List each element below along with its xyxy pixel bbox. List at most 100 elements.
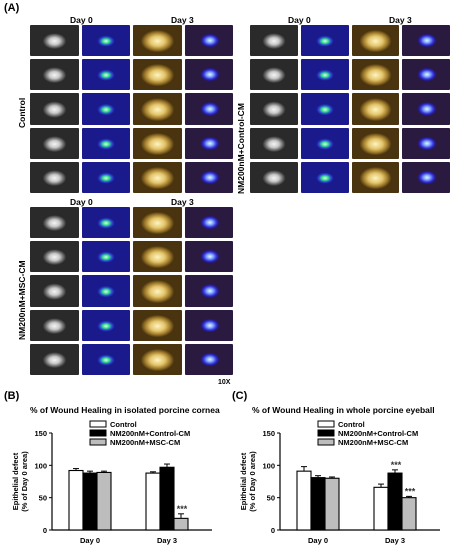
eye-photo: [133, 25, 182, 57]
y-tick-label: 50: [267, 494, 275, 503]
eye-photo: [81, 275, 130, 307]
legend-swatch: [317, 438, 335, 446]
y-tick-label: 150: [262, 429, 275, 438]
bar: [68, 469, 84, 531]
eye-photo: [300, 127, 349, 159]
eye-photo: [30, 93, 79, 125]
legend-label: NM200nM+Control-CM: [338, 429, 418, 438]
y-tick-label: 0: [43, 526, 47, 535]
eye-photo: [351, 59, 400, 91]
photo-group-control: Day 0 Day 3: [30, 15, 233, 193]
eye-photo: [351, 161, 400, 193]
day3-header: Day 3: [389, 15, 412, 25]
eye-photo: [351, 93, 400, 125]
eye-photo: [133, 343, 182, 375]
eye-photo: [133, 241, 182, 273]
eye-photo: [184, 93, 233, 125]
eye-photo: [133, 59, 182, 91]
eye-photo: [300, 59, 349, 91]
eye-photo: [184, 343, 233, 375]
y-axis-label-line: (% of Day 0 area): [248, 451, 257, 512]
eye-photo: [250, 161, 298, 193]
photo-grid: [250, 25, 450, 193]
eye-photo: [30, 127, 79, 159]
bar: [324, 477, 340, 531]
bar: [145, 472, 161, 531]
y-axis-label-line: Epithelial defect: [11, 452, 20, 510]
chart-b: Epithelial defect(% of Day 0 area) 0 50 100…: [11, 420, 212, 545]
eye-photo: [81, 59, 130, 91]
eye-photo: [250, 93, 298, 125]
significance-marker: ***: [405, 486, 416, 496]
eye-photo: [402, 25, 450, 57]
photo-group-nm-control-cm: Day 0 Day 3: [250, 15, 450, 193]
photo-grid: [30, 25, 233, 193]
eye-photo: [30, 309, 79, 341]
bar: [387, 472, 403, 531]
day0-header: Day 0: [288, 15, 311, 25]
legend-label: Control: [338, 420, 365, 429]
eye-photo: [300, 161, 349, 193]
legend-swatch: [89, 420, 107, 428]
x-tick-label: Day 0: [80, 536, 100, 545]
x-tick-label: Day 3: [385, 536, 405, 545]
eye-photo: [402, 59, 450, 91]
eye-photo: [81, 93, 130, 125]
magnification-label: 10X: [218, 379, 231, 386]
bar: [401, 497, 417, 531]
eye-photo: [30, 207, 79, 239]
bar: [96, 471, 112, 531]
y-axis-label-line: Epithelial defect: [239, 452, 248, 510]
eye-photo: [81, 343, 130, 375]
bar: [373, 486, 389, 531]
eye-photo: [81, 207, 130, 239]
eye-photo: [30, 59, 79, 91]
eye-photo: [351, 127, 400, 159]
y-tick-label: 100: [34, 461, 47, 470]
chart-c: Epithelial defect(% of Day 0 area) 0 50 100…: [239, 420, 440, 545]
eye-photo: [402, 127, 450, 159]
y-tick-label: 150: [34, 429, 47, 438]
eye-photo: [250, 127, 298, 159]
chart-c-title: % of Wound Healing in whole porcine eyeb…: [252, 405, 435, 415]
day0-header: Day 0: [70, 15, 93, 25]
eye-photo: [250, 59, 298, 91]
eye-photo: [30, 241, 79, 273]
eye-photo: [81, 241, 130, 273]
eye-photo: [184, 275, 233, 307]
eye-photo: [184, 59, 233, 91]
eye-photo: [81, 309, 130, 341]
eye-photo: [30, 161, 79, 193]
eye-photo: [402, 93, 450, 125]
day3-header: Day 3: [171, 15, 194, 25]
bar: [173, 517, 189, 531]
y-tick-label: 0: [271, 526, 275, 535]
eye-photo: [30, 343, 79, 375]
bar: [159, 466, 175, 531]
legend-label: NM200nM+Control-CM: [110, 429, 190, 438]
legend-label: NM200nM+MSC-CM: [338, 438, 408, 447]
legend-swatch: [89, 438, 107, 446]
bar: [310, 477, 326, 531]
eye-photo: [30, 275, 79, 307]
eye-photo: [133, 161, 182, 193]
significance-marker: ***: [177, 504, 188, 514]
eye-photo: [133, 93, 182, 125]
group-label-nm-msc-cm: NM200nM+MSC-CM: [17, 260, 27, 340]
y-axis-label-line: (% of Day 0 area): [20, 451, 29, 512]
legend-swatch: [317, 429, 335, 437]
day0-header: Day 0: [70, 197, 93, 207]
photo-group-nm-msc-cm: Day 0 Day 3: [30, 197, 233, 375]
eye-photo: [81, 127, 130, 159]
x-tick-label: Day 3: [157, 536, 177, 545]
y-axis-label: Epithelial defect(% of Day 0 area): [11, 451, 29, 512]
legend-label: NM200nM+MSC-CM: [110, 438, 180, 447]
eye-photo: [133, 127, 182, 159]
eye-photo: [184, 309, 233, 341]
eye-photo: [300, 93, 349, 125]
y-tick-label: 50: [39, 494, 47, 503]
day3-header: Day 3: [171, 197, 194, 207]
x-tick-label: Day 0: [308, 536, 328, 545]
eye-photo: [250, 25, 298, 57]
eye-photo: [81, 25, 130, 57]
